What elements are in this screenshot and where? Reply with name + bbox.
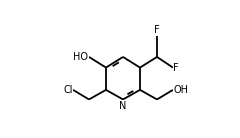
Text: F: F <box>174 63 179 73</box>
Text: HO: HO <box>73 52 89 62</box>
Text: N: N <box>119 100 127 111</box>
Text: OH: OH <box>174 85 188 95</box>
Text: Cl: Cl <box>63 85 72 95</box>
Text: F: F <box>154 25 160 35</box>
